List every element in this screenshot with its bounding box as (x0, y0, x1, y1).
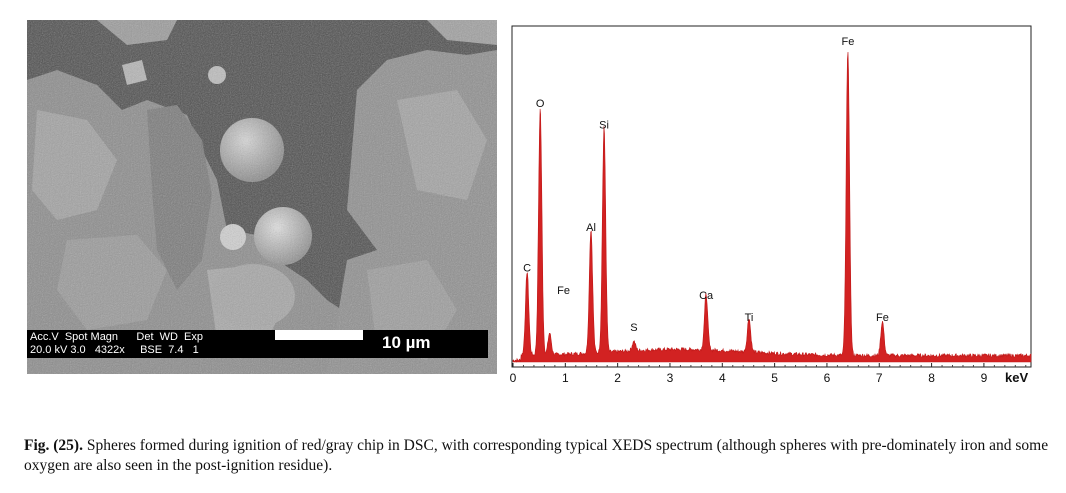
peak-label-s-5: S (630, 322, 637, 334)
peak-label-al-3: Al (586, 222, 596, 234)
sem-scale-bar (275, 330, 363, 340)
peak-label-fe-8: Fe (841, 36, 854, 48)
x-axis-label: keV (1005, 370, 1028, 385)
plot-frame (511, 25, 1032, 368)
peak-label-si-4: Si (599, 120, 609, 132)
figure-caption: Fig. (25). Spheres formed during ignitio… (24, 436, 1049, 476)
peak-labels: C O Fe Al Si S Ca Ti Fe Fe (523, 36, 889, 334)
spectrum-series (512, 51, 1032, 363)
xeds-spectrum-chart: C O Fe Al Si S Ca Ti Fe Fe 0 1 2 3 4 5 6 7 8 9 keV (510, 25, 1032, 385)
x-tick-label-9: 9 (981, 371, 988, 385)
sem-image (27, 20, 497, 374)
peak-label-fe-9: Fe (876, 312, 889, 324)
x-tick-label-5: 5 (771, 371, 778, 385)
caption-text: Spheres formed during ignition of red/gr… (24, 437, 1049, 474)
peak-label-ti-7: Ti (745, 312, 754, 324)
sem-scale-label: 10 µm (382, 333, 431, 352)
x-tick-label-1: 1 (562, 371, 569, 385)
x-tick-label-4: 4 (719, 371, 726, 385)
peak-label-fe-2: Fe (557, 285, 570, 297)
peak-label-c-0: C (523, 262, 531, 274)
sem-info-bar: Acc.V Spot Magn Det WD Exp 20.0 kV 3.0 4… (27, 330, 275, 358)
peak-label-ca-6: Ca (699, 290, 714, 302)
x-tick-label-0: 0 (510, 371, 517, 385)
x-ticks (512, 363, 1027, 367)
peak-label-o-1: O (536, 98, 545, 110)
x-tick-label-7: 7 (876, 371, 883, 385)
x-tick-label-3: 3 (667, 371, 674, 385)
sem-micrograph (27, 20, 497, 374)
x-tick-label-6: 6 (824, 371, 831, 385)
sem-info-row-2: 20.0 kV 3.0 4322x BSE 7.4 1 (30, 344, 199, 356)
x-tick-label-8: 8 (928, 371, 935, 385)
caption-label: Fig. (25). (24, 437, 83, 454)
x-tick-label-2: 2 (614, 371, 621, 385)
x-tick-labels: 0 1 2 3 4 5 6 7 8 9 (510, 371, 988, 385)
sem-info-row-1: Acc.V Spot Magn Det WD Exp (30, 331, 204, 343)
